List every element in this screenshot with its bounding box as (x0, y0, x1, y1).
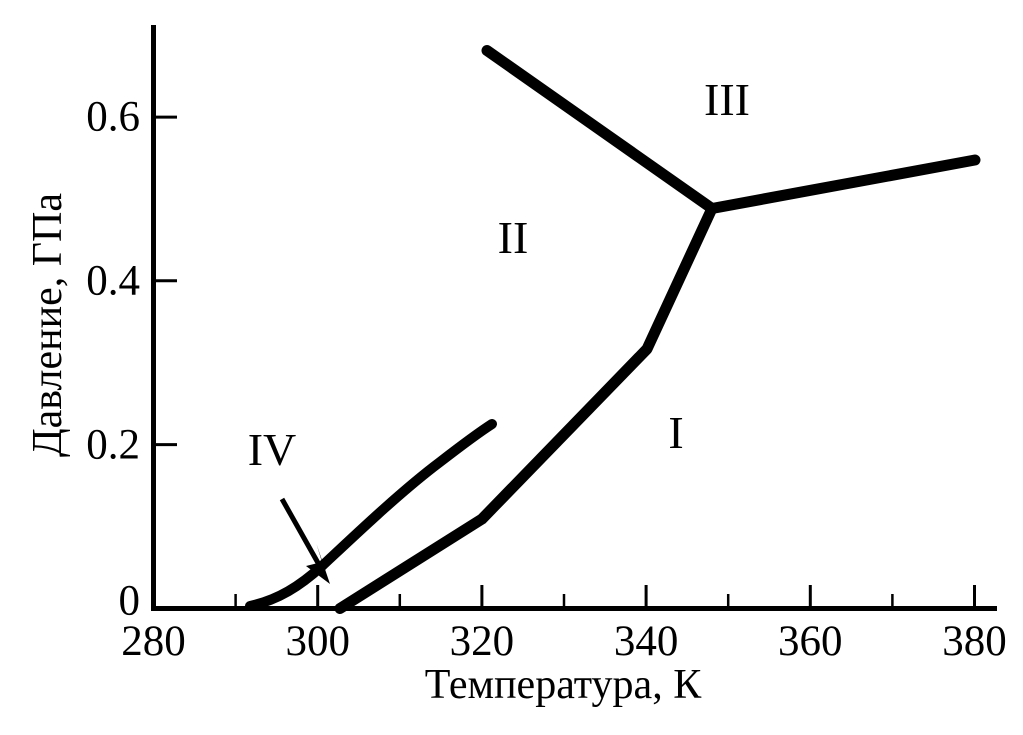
y-tick-label-0-6: 0.6 (86, 93, 140, 141)
curve-I-II-boundary (334, 203, 718, 614)
region-label-ii: II (497, 212, 529, 263)
x-tick-label-300: 300 (285, 618, 350, 665)
arrow-shaft (279, 497, 325, 572)
x-axis-minor-ticks (234, 594, 894, 609)
axis-spines (151, 25, 997, 611)
x-axis-major-ticks (152, 585, 976, 609)
region-iv-arrow (279, 497, 330, 584)
x-tick-label-320: 320 (449, 618, 515, 665)
y-tick-label-0-4: 0.4 (86, 257, 140, 305)
region-label-iii: III (704, 74, 750, 125)
region-label-i: I (668, 407, 684, 458)
x-axis-title: Температура, К (424, 662, 702, 708)
x-tick-label-340: 340 (613, 618, 679, 665)
region-label-iv: IV (247, 424, 297, 475)
y-axis-major-ticks (153, 115, 177, 447)
x-tick-label-280: 280 (121, 618, 186, 665)
arrow-head (306, 544, 330, 584)
curve-II-III-boundary (481, 45, 718, 214)
y-tick-label-0-2: 0.2 (86, 421, 140, 469)
y-tick-label-0: 0 (118, 577, 141, 625)
x-tick-label-360: 360 (778, 618, 843, 665)
x-tick-label-380: 380 (942, 618, 1007, 665)
phase-boundaries (245, 45, 981, 614)
curve-I-IV-boundary (245, 419, 497, 611)
curve-I-III-boundary (706, 154, 981, 214)
y-axis-title: Давление, ГПа (25, 192, 71, 458)
